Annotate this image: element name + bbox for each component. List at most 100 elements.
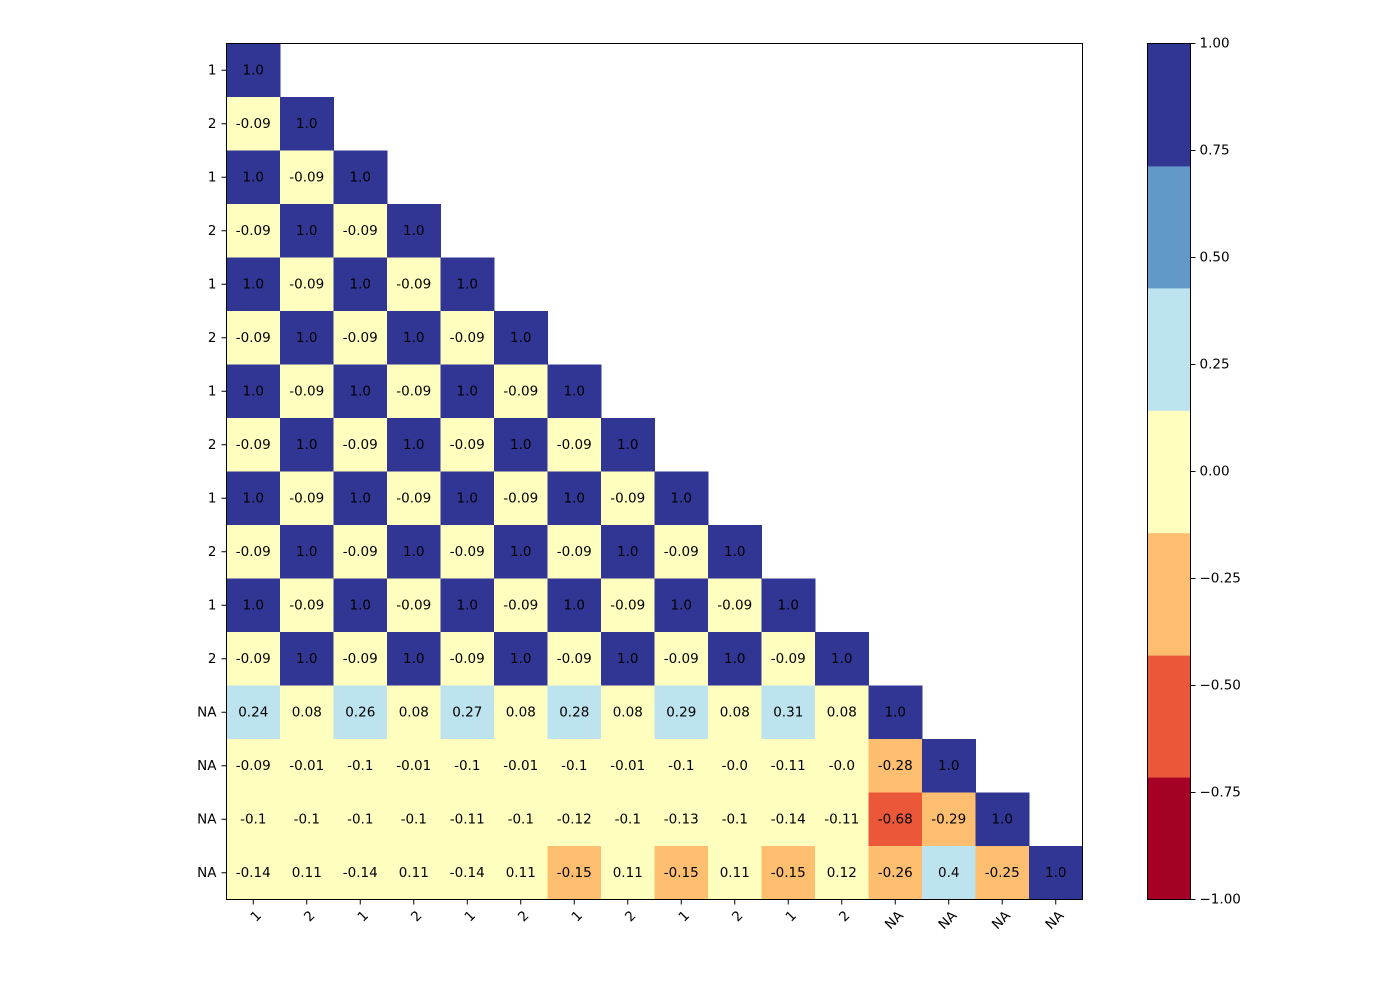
cell-value-5-4: -0.09 (450, 330, 485, 346)
heatmap-cell-13-5 (494, 739, 548, 793)
cell-value-14-10: -0.14 (771, 811, 806, 827)
y-tick-label-12: NA (197, 704, 217, 720)
cell-value-10-2: 1.0 (350, 597, 371, 613)
cell-value-10-6: 1.0 (564, 597, 585, 613)
cell-value-9-7: 1.0 (617, 544, 638, 560)
heatmap-cell-9-9 (708, 525, 762, 579)
heatmap-cell-6-0 (226, 364, 281, 419)
heatmap-cell-10-0 (226, 578, 281, 633)
heatmap-cell-8-3 (387, 471, 441, 526)
heatmap-cell-15-5 (494, 846, 548, 900)
heatmap-cell-13-8 (654, 739, 709, 793)
cell-value-8-2: 1.0 (350, 490, 371, 506)
cell-value-11-2: -0.09 (343, 651, 378, 667)
heatmap-cell-12-5 (494, 685, 548, 740)
y-tick-label-6: 1 (208, 383, 217, 399)
cell-value-11-1: 1.0 (296, 651, 317, 667)
heatmap-cell-5-0 (226, 311, 281, 365)
heatmap-cell-12-2 (333, 685, 388, 740)
cell-value-13-12: -0.28 (878, 758, 913, 774)
cell-value-5-0: -0.09 (236, 330, 271, 346)
heatmap-cell-15-6 (547, 846, 602, 900)
y-tick-label-4: 1 (208, 276, 217, 292)
heatmap-cell-10-9 (708, 578, 762, 633)
cell-value-7-3: 1.0 (403, 437, 424, 453)
cell-value-3-2: -0.09 (343, 223, 378, 239)
heatmap-cell-3-0 (226, 204, 281, 258)
y-tick-label-15: NA (197, 865, 217, 881)
heatmap-cell-11-0 (226, 632, 281, 686)
cell-value-2-1: -0.09 (289, 169, 324, 185)
cell-value-14-2: -0.1 (347, 811, 373, 827)
cell-value-10-10: 1.0 (778, 597, 799, 613)
cell-value-2-2: 1.0 (350, 169, 371, 185)
heatmap-cell-14-0 (226, 792, 281, 847)
colorbar-tick-label-6: −0.50 (1200, 678, 1241, 694)
heatmap-cell-15-2 (333, 846, 388, 900)
colorbar-tick-label-2: 0.50 (1200, 250, 1230, 266)
heatmap-cell-8-1 (280, 471, 334, 526)
colorbar (1147, 43, 1191, 900)
cell-value-7-0: -0.09 (236, 437, 271, 453)
heatmap-cell-11-1 (280, 632, 334, 686)
colorbar-axis: 1.00 0.75 0.50 0.25 0.00 −0.25 −0.50 −0.75 −1.00 (1190, 36, 1241, 908)
heatmap-cell-11-4 (440, 632, 495, 686)
cell-value-10-4: 1.0 (457, 597, 478, 613)
cell-value-4-1: -0.09 (289, 276, 324, 292)
y-tick-label-7: 2 (208, 437, 217, 453)
heatmap-cell-5-5 (494, 311, 548, 365)
heatmap-cell-6-3 (387, 364, 441, 419)
heatmap-cell-3-1 (280, 204, 334, 258)
cell-value-15-15: 1.0 (1045, 865, 1066, 881)
cell-value-1-0: -0.09 (236, 116, 271, 132)
colorbar-segment-6 (1147, 43, 1191, 167)
heatmap-cell-8-8 (654, 471, 709, 526)
cell-value-11-8: -0.09 (664, 651, 699, 667)
heatmap-cell-7-5 (494, 418, 548, 472)
heatmap-cell-8-2 (333, 471, 388, 526)
cell-value-4-4: 1.0 (457, 276, 478, 292)
heatmap-cell-14-13 (922, 792, 976, 847)
cell-value-8-6: 1.0 (564, 490, 585, 506)
cell-value-2-0: 1.0 (243, 169, 264, 185)
heatmap-cell-14-2 (333, 792, 388, 847)
y-tick-label-10: 1 (208, 597, 217, 613)
cell-value-5-2: -0.09 (343, 330, 378, 346)
y-tick-label-14: NA (197, 811, 217, 827)
colorbar-segment-3 (1147, 410, 1191, 534)
cell-value-14-6: -0.12 (557, 811, 592, 827)
cell-value-12-12: 1.0 (885, 704, 906, 720)
heatmap-cell-14-12 (868, 792, 923, 847)
heatmap-cell-15-3 (387, 846, 441, 900)
cell-value-15-0: -0.14 (236, 865, 271, 881)
cell-value-12-8: 0.29 (666, 704, 696, 720)
heatmap-cell-14-7 (601, 792, 655, 847)
heatmap-cell-11-2 (333, 632, 388, 686)
cell-value-4-3: -0.09 (396, 276, 431, 292)
heatmap-cell-11-7 (601, 632, 655, 686)
heatmap-cell-13-4 (440, 739, 495, 793)
heatmap-cell-8-6 (547, 471, 602, 526)
heatmap-cell-15-12 (868, 846, 923, 900)
heatmap-cell-10-4 (440, 578, 495, 633)
colorbar-segment-1 (1147, 655, 1191, 778)
cell-value-13-9: -0.0 (722, 758, 748, 774)
heatmap-cell-1-0 (226, 97, 281, 151)
cell-value-14-8: -0.13 (664, 811, 699, 827)
heatmap-cell-15-0 (226, 846, 281, 900)
cell-value-13-10: -0.11 (771, 758, 806, 774)
cell-value-10-5: -0.09 (503, 597, 538, 613)
heatmap-cell-10-10 (761, 578, 816, 633)
cell-value-13-7: -0.01 (610, 758, 645, 774)
heatmap-cell-13-13 (922, 739, 976, 793)
heatmap-cell-10-1 (280, 578, 334, 633)
heatmap-cell-12-9 (708, 685, 762, 740)
heatmap-cell-12-6 (547, 685, 602, 740)
cell-value-14-5: -0.1 (508, 811, 534, 827)
heatmap-cell-11-3 (387, 632, 441, 686)
heatmap-cell-13-1 (280, 739, 334, 793)
heatmap-cell-2-1 (280, 150, 334, 205)
heatmap-cell-13-7 (601, 739, 655, 793)
cell-value-15-10: -0.15 (771, 865, 806, 881)
cell-value-15-6: -0.15 (557, 865, 592, 881)
